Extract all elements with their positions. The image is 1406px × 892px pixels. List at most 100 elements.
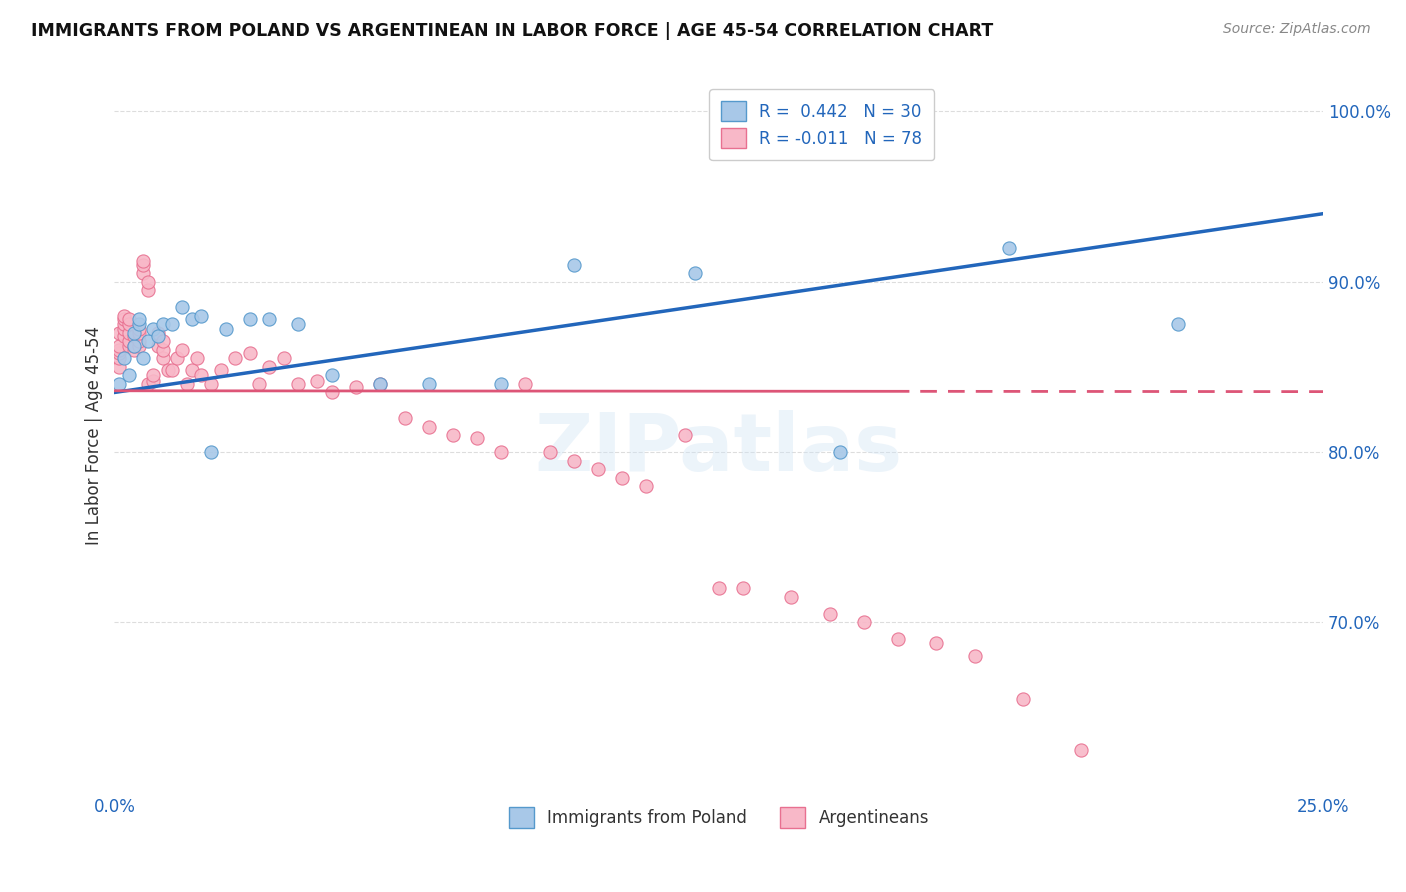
Point <box>673 428 696 442</box>
Point <box>128 318 150 332</box>
Point <box>176 376 198 391</box>
Point <box>257 359 280 374</box>
Point <box>586 462 609 476</box>
Point <box>122 339 145 353</box>
Point <box>287 318 309 332</box>
Point <box>128 326 150 340</box>
Point <box>108 359 131 374</box>
Point <box>112 351 135 366</box>
Point <box>731 582 754 596</box>
Point <box>142 322 165 336</box>
Legend: Immigrants from Poland, Argentineans: Immigrants from Poland, Argentineans <box>502 801 935 834</box>
Point <box>112 312 135 326</box>
Point <box>122 329 145 343</box>
Point <box>344 380 367 394</box>
Point <box>186 351 208 366</box>
Point <box>152 351 174 366</box>
Point <box>142 374 165 388</box>
Point <box>132 351 155 366</box>
Point <box>118 326 141 340</box>
Point <box>998 241 1021 255</box>
Point <box>136 283 159 297</box>
Point <box>108 343 131 357</box>
Point <box>108 351 131 366</box>
Point <box>1070 743 1092 757</box>
Point <box>562 258 585 272</box>
Point <box>636 479 658 493</box>
Text: Source: ZipAtlas.com: Source: ZipAtlas.com <box>1223 22 1371 37</box>
Point <box>152 318 174 332</box>
Point <box>118 318 141 332</box>
Point <box>257 312 280 326</box>
Text: ZIPatlas: ZIPatlas <box>534 410 903 488</box>
Point <box>828 445 851 459</box>
Point <box>190 368 212 383</box>
Point <box>886 632 908 647</box>
Point <box>128 312 150 326</box>
Text: IMMIGRANTS FROM POLAND VS ARGENTINEAN IN LABOR FORCE | AGE 45-54 CORRELATION CHA: IMMIGRANTS FROM POLAND VS ARGENTINEAN IN… <box>31 22 993 40</box>
Point <box>108 376 131 391</box>
Point <box>925 636 948 650</box>
Point <box>152 343 174 357</box>
Point <box>128 339 150 353</box>
Point <box>239 346 262 360</box>
Point <box>818 607 841 621</box>
Point <box>515 376 537 391</box>
Point <box>172 301 194 315</box>
Point <box>108 326 131 340</box>
Y-axis label: In Labor Force | Age 45-54: In Labor Force | Age 45-54 <box>86 326 103 544</box>
Point <box>209 363 232 377</box>
Point <box>162 363 184 377</box>
Point <box>118 312 141 326</box>
Point <box>132 254 155 268</box>
Point <box>273 351 295 366</box>
Point <box>172 343 194 357</box>
Point <box>489 376 512 391</box>
Point <box>128 322 150 336</box>
Point <box>180 363 202 377</box>
Point <box>441 428 464 442</box>
Point <box>118 368 141 383</box>
Point <box>146 326 169 340</box>
Point <box>200 445 222 459</box>
Point <box>852 615 875 630</box>
Point <box>128 334 150 349</box>
Point <box>122 326 145 340</box>
Point <box>538 445 561 459</box>
Point <box>136 376 159 391</box>
Point <box>112 318 135 332</box>
Point <box>418 419 440 434</box>
Point <box>321 385 343 400</box>
Point <box>122 339 145 353</box>
Point <box>108 346 131 360</box>
Point <box>112 309 135 323</box>
Point <box>610 470 633 484</box>
Point <box>370 376 392 391</box>
Point <box>136 275 159 289</box>
Point <box>122 343 145 357</box>
Point <box>156 363 179 377</box>
Point <box>190 309 212 323</box>
Point <box>1167 318 1189 332</box>
Point <box>307 374 329 388</box>
Point <box>249 376 271 391</box>
Point <box>1012 692 1035 706</box>
Point <box>394 411 416 425</box>
Point <box>112 322 135 336</box>
Point <box>112 329 135 343</box>
Point <box>146 339 169 353</box>
Point <box>287 376 309 391</box>
Point <box>132 258 155 272</box>
Point <box>370 376 392 391</box>
Point <box>224 351 246 366</box>
Point <box>166 351 188 366</box>
Point <box>162 318 184 332</box>
Point <box>963 649 986 664</box>
Point <box>136 334 159 349</box>
Point <box>683 266 706 280</box>
Point <box>132 266 155 280</box>
Point <box>200 376 222 391</box>
Point <box>489 445 512 459</box>
Point <box>118 334 141 349</box>
Point <box>152 334 174 349</box>
